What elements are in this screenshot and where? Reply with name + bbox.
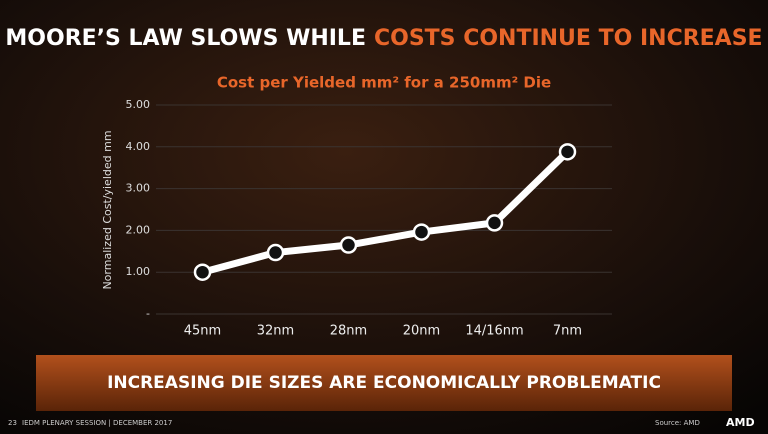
y-tick-label: 2.00 [126,223,151,236]
x-tick-label: 45nm [184,324,221,339]
y-tick-label: - [146,307,150,320]
banner-text: INCREASING DIE SIZES ARE ECONOMICALLY PR… [107,373,661,393]
x-tick-label: 28nm [330,324,367,339]
point [485,214,504,232]
logo: AMD [726,416,755,429]
point [412,223,431,241]
page-number: 23 [8,419,17,427]
y-tick-label: 3.00 [126,182,151,195]
source: Source: AMD [655,419,700,427]
x-tick-label: 14/16nm [465,324,523,339]
y-tick-label: 5.00 [126,98,151,111]
footer: IEDM PLENARY SESSION | DECEMBER 2017 [22,419,172,427]
point [339,236,358,254]
point [558,143,577,161]
line [201,149,570,276]
y-tick-label: 4.00 [126,140,151,153]
title-orange: COSTS CONTINUE TO INCREASE [374,26,763,51]
y-tick-label: 1.00 [126,265,151,278]
plot: - 1.00 2.00 3.00 4.00 5.00 45nm 32nm 28nm 20nm 14/… [126,98,612,339]
point [193,263,212,281]
point [266,243,285,262]
y-axis-label: Normalized Cost/yielded mm [101,130,114,289]
x-tick-label: 32nm [257,324,294,339]
x-tick-label: 7nm [553,324,582,339]
title-white: MOORE’S LAW SLOWS WHILE [5,26,366,51]
x-tick-label: 20nm [403,324,440,339]
banner [36,355,732,411]
chart-title: Cost per Yielded mm² for a 250mm² Die [217,74,551,92]
slide-title: MOORE’S LAW SLOWS WHILE COSTS CONTINUE TO… [5,26,762,51]
